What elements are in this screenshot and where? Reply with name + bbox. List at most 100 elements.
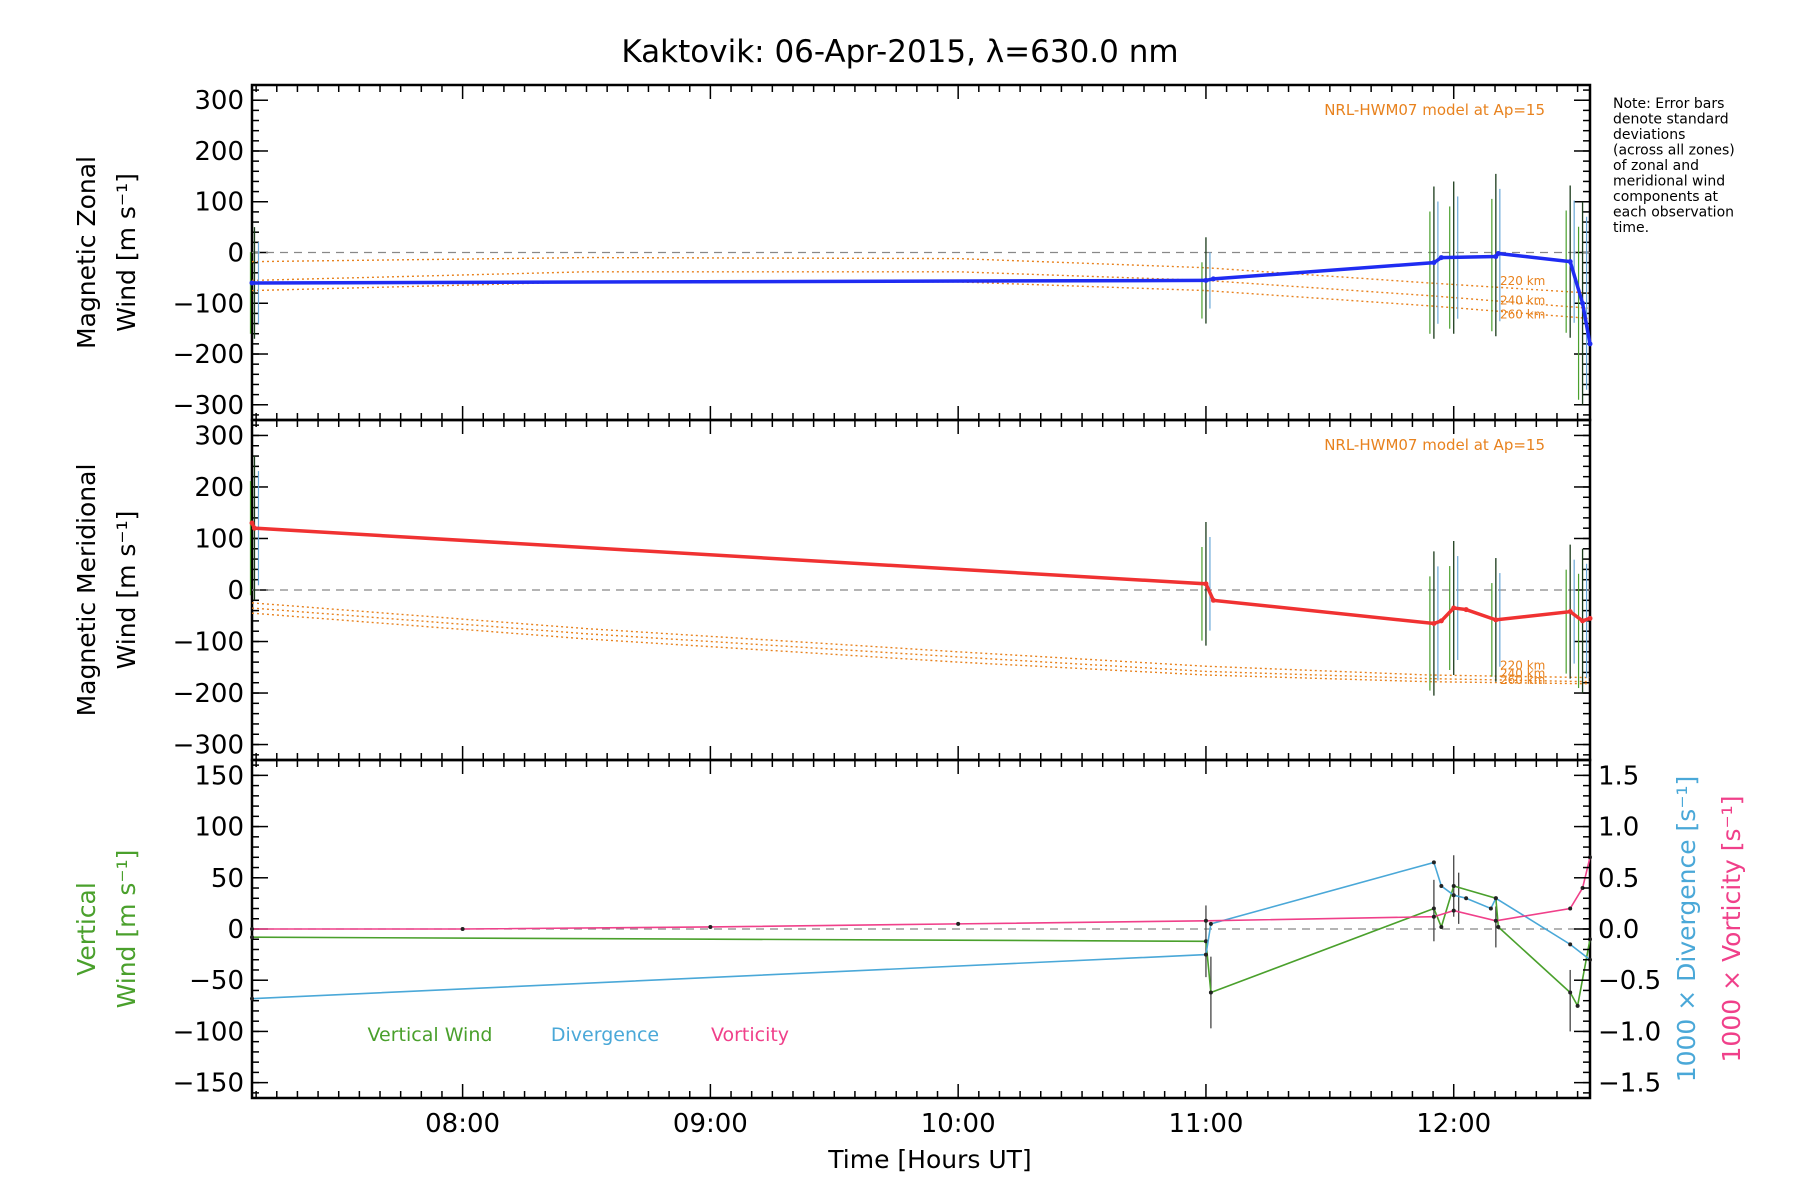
- data-point: [1451, 893, 1456, 898]
- model-line: [251, 281, 1591, 320]
- data-point: [1431, 906, 1436, 911]
- legend-item: Divergence: [551, 1024, 659, 1046]
- y-axis-title: Wind [m s⁻¹]: [112, 173, 141, 332]
- data-point: [249, 280, 255, 286]
- y-tick-label: 100: [194, 524, 244, 554]
- note-line: of zonal and: [1613, 158, 1699, 174]
- y-tick-label: −200: [173, 679, 244, 709]
- note-line: deviations: [1613, 127, 1685, 143]
- model-label: NRL-HWM07 model at Ap=15: [1324, 101, 1545, 119]
- data-point: [1203, 952, 1208, 957]
- data-point: [1451, 605, 1457, 611]
- altitude-label: 260 km: [1500, 307, 1545, 321]
- y2-tick-label: −1.0: [1598, 1017, 1661, 1047]
- data-point: [1431, 860, 1436, 865]
- x-tick-label: 11:00: [1168, 1109, 1243, 1139]
- y-tick-label: 200: [194, 137, 244, 167]
- y-tick-label: 0: [227, 239, 244, 269]
- model-label: NRL-HWM07 model at Ap=15: [1324, 436, 1545, 454]
- data-point: [1208, 921, 1213, 926]
- data-point: [249, 520, 255, 526]
- y-tick-label: −100: [173, 289, 244, 319]
- y-tick-label: 0: [227, 576, 244, 606]
- data-point: [1567, 259, 1573, 265]
- y-axis-title: Magnetic Zonal: [72, 156, 101, 349]
- y-tick-label: −300: [173, 731, 244, 761]
- y2-tick-label: 0.0: [1598, 915, 1639, 945]
- y2-axis-title-vorticity: 1000 × Vorticity [s⁻¹]: [1717, 796, 1746, 1063]
- note-line: components at: [1613, 189, 1719, 205]
- y-tick-label: −150: [173, 1069, 244, 1099]
- y-tick-label: 0: [227, 915, 244, 945]
- panel-vertical-wind: −150 −100 −50 0 50 100 150 Vertical Wind [m s⁻¹]…: [72, 758, 1746, 1100]
- data-point: [251, 525, 257, 531]
- data-point: [1431, 620, 1437, 626]
- note-line: meridional wind: [1613, 174, 1725, 190]
- legend-item: Vertical Wind: [368, 1024, 493, 1046]
- data-point: [1431, 914, 1436, 919]
- series-line: [252, 857, 1591, 930]
- data-point: [708, 924, 713, 929]
- x-tick-label: 12:00: [1416, 1109, 1491, 1139]
- data-point: [1493, 617, 1499, 623]
- data-point: [1464, 896, 1469, 901]
- legend-item: Vorticity: [711, 1024, 789, 1046]
- note-line: (across all zones): [1613, 143, 1735, 159]
- data-point: [1203, 918, 1208, 923]
- y-tick-label: −200: [173, 340, 244, 370]
- data-point: [1203, 939, 1208, 944]
- data-point: [1568, 942, 1573, 947]
- x-axis-tick-labels: 08:00 09:00 10:00 11:00 12:00: [425, 1109, 1491, 1139]
- note-line: Note: Error bars: [1613, 96, 1724, 112]
- y-tick-label: −50: [189, 966, 244, 996]
- data-point: [1580, 618, 1586, 624]
- data-point: [460, 927, 465, 931]
- data-point: [1208, 990, 1213, 995]
- data-point: [1580, 300, 1586, 306]
- series-line: [251, 884, 1591, 1009]
- note-line: time.: [1613, 220, 1649, 236]
- data-point: [250, 996, 254, 1001]
- data-point: [1580, 886, 1585, 891]
- data-point: [1493, 918, 1498, 923]
- altitude-label: 220 km: [1500, 274, 1545, 288]
- data-point: [1451, 908, 1456, 913]
- data-point: [1438, 618, 1444, 624]
- series-line: [251, 861, 1591, 1000]
- panel-zonal-wind: −300 −200 −100 0 100 200 300 Magnetic Zonal Wind…: [72, 83, 1593, 422]
- data-point: [1439, 883, 1444, 888]
- data-point: [1567, 609, 1573, 615]
- y-axis-title: Vertical: [72, 882, 101, 976]
- y-tick-label: 200: [194, 473, 244, 503]
- data-point: [1568, 990, 1573, 995]
- data-point: [1587, 615, 1593, 621]
- data-point: [1493, 896, 1498, 901]
- data-point: [956, 921, 961, 926]
- y-tick-label: −100: [173, 1017, 244, 1047]
- series-line: [251, 251, 1592, 345]
- y2-tick-label: 0.5: [1598, 864, 1639, 894]
- y2-tick-label: −0.5: [1598, 966, 1661, 996]
- altitude-label: 240 km: [1500, 293, 1545, 307]
- note-line: denote standard: [1613, 112, 1729, 128]
- data-point: [1496, 924, 1501, 929]
- y-axis-title: Wind [m s⁻¹]: [112, 850, 141, 1009]
- data-point: [1438, 255, 1444, 261]
- y-tick-label: −300: [173, 391, 244, 421]
- model-line: [251, 271, 1591, 310]
- y-tick-label: 50: [211, 864, 244, 894]
- data-point: [1451, 883, 1456, 888]
- data-point: [1431, 260, 1437, 266]
- altitude-label: 260 km: [1500, 673, 1545, 687]
- data-point: [1488, 906, 1493, 911]
- data-point: [1568, 906, 1573, 911]
- series-line: [250, 522, 1591, 626]
- y-tick-label: 300: [194, 421, 244, 451]
- data-point: [1439, 924, 1444, 929]
- note-line: each observation: [1613, 205, 1734, 221]
- data-point: [1210, 597, 1216, 603]
- model-line: [251, 612, 1591, 685]
- y-tick-label: 100: [194, 188, 244, 218]
